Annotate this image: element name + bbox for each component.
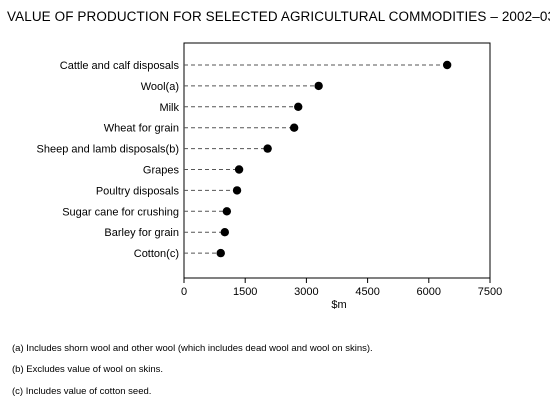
data-point	[442, 60, 452, 70]
category-label: Barley for grain	[104, 227, 179, 239]
data-point	[216, 248, 225, 258]
category-label: Grapes	[143, 165, 180, 177]
x-tick-label: 3000	[294, 286, 318, 298]
x-tick-label: 4500	[355, 286, 379, 298]
category-label: Wool(a)	[141, 81, 179, 93]
category-label: Cotton(c)	[134, 248, 179, 260]
category-label: Sheep and lamb disposals(b)	[37, 144, 179, 156]
category-label: Wheat for grain	[104, 123, 179, 135]
data-point	[222, 207, 232, 216]
data-point	[220, 228, 229, 237]
footnote-a: (a) Includes shorn wool and other wool (…	[12, 343, 373, 354]
category-label: Sugar cane for crushing	[62, 206, 179, 218]
data-point	[234, 165, 244, 174]
footnote-b: (b) Excludes value of wool on skins.	[12, 364, 164, 375]
data-point	[232, 186, 242, 195]
data-point	[263, 144, 272, 153]
dot-chart: Cattle and calf disposals Wool(a) Milk Whea…	[37, 42, 502, 311]
category-label: Poultry disposals	[96, 185, 180, 197]
x-tick-label: 1500	[233, 286, 257, 298]
footnote-c: (c) Includes value of cotton seed.	[12, 386, 152, 397]
category-label: Cattle and calf disposals	[60, 60, 180, 72]
data-point	[294, 102, 303, 112]
x-tick-label: 6000	[417, 286, 441, 298]
x-tick-label: 7500	[478, 286, 502, 298]
category-label: Milk	[159, 102, 179, 114]
plot-area	[183, 42, 491, 279]
x-axis-title: $m	[331, 299, 346, 311]
chart-title: VALUE OF PRODUCTION FOR SELECTED AGRICUL…	[7, 9, 550, 24]
data-point	[314, 81, 323, 91]
data-point	[289, 123, 299, 132]
x-tick-label: 0	[181, 286, 187, 298]
